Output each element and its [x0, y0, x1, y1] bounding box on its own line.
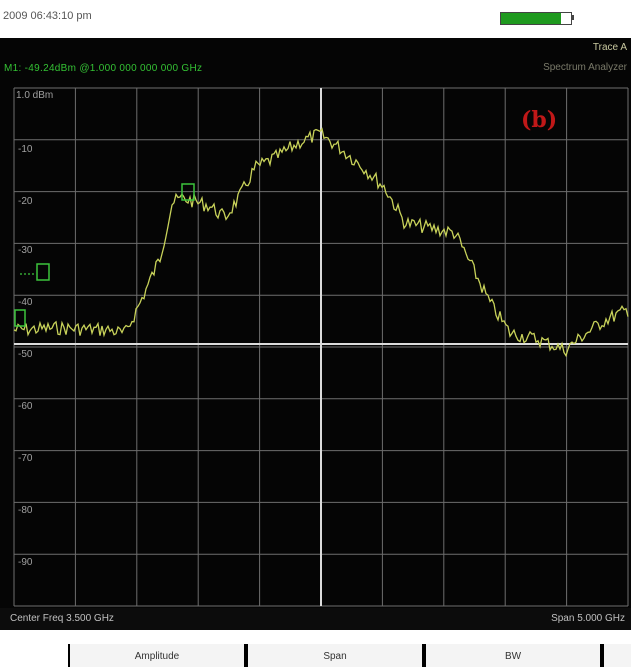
span-softkey[interactable]: Span [246, 644, 424, 667]
softkey-bar: Amplitude Span BW [0, 630, 631, 667]
marker-readout: M1: -49.24dBm @1.000 000 000 000 GHz [4, 63, 203, 74]
y-axis-label: -30 [18, 245, 33, 256]
y-axis-label: -40 [18, 297, 33, 308]
date-time: 2009 06:43:10 pm [3, 10, 92, 22]
battery-icon [500, 12, 572, 25]
y-axis-label: -50 [18, 349, 33, 360]
battery-tip [571, 15, 574, 20]
top-status-bar: 2009 06:43:10 pm [0, 0, 631, 40]
bw-softkey[interactable]: BW [424, 644, 602, 667]
y-axis-label: -10 [18, 144, 33, 155]
marker-box [181, 183, 195, 201]
spectrum-trace [13, 127, 629, 358]
analyzer-screen: Trace A Spectrum Analyzer M1: -49.24dBm … [0, 38, 631, 630]
mode-label: Spectrum Analyzer [543, 62, 627, 73]
center-frequency: Center Freq 3.500 GHz [10, 613, 114, 624]
trace-label: Trace A [592, 42, 627, 53]
next-softkey[interactable] [602, 644, 631, 667]
y-axis-label: -80 [18, 505, 33, 516]
spectrum-plot [13, 87, 629, 607]
y-axis-label: -20 [18, 196, 33, 207]
frequency-status-bar: Center Freq 3.500 GHz Span 5.000 GHz [0, 608, 631, 630]
marker-box [14, 309, 26, 327]
reference-level: 1.0 dBm [16, 90, 54, 101]
marker-box [36, 263, 50, 281]
amplitude-softkey[interactable]: Amplitude [68, 644, 246, 667]
y-axis-label: -60 [18, 401, 33, 412]
y-axis-label: -70 [18, 453, 33, 464]
figure-label: (b) [521, 107, 558, 133]
battery-fill [501, 13, 561, 24]
span-readout: Span 5.000 GHz [551, 613, 625, 624]
y-axis-label: -90 [18, 557, 33, 568]
